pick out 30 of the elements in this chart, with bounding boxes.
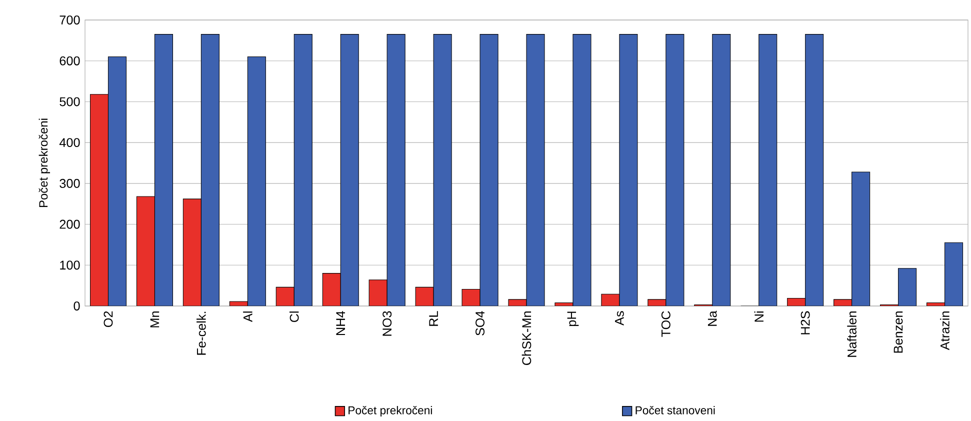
y-tick-label: 400 bbox=[59, 138, 80, 148]
x-tick-label: Mn bbox=[150, 312, 160, 328]
x-tick-label: As bbox=[615, 311, 624, 326]
x-tick-label: Al bbox=[243, 312, 252, 322]
x-tick-label: Fe-celk. bbox=[196, 312, 206, 355]
x-tick-label: Na bbox=[708, 310, 717, 326]
x-tick-label: Benzen bbox=[894, 312, 903, 353]
x-tick-label: SO4 bbox=[476, 311, 485, 336]
y-tick-label: 0 bbox=[74, 302, 80, 310]
x-tick-label: NO3 bbox=[382, 311, 392, 336]
x-tick-label: RL bbox=[429, 311, 438, 326]
legend-label: Počet prekročeni bbox=[348, 406, 432, 417]
x-tick-label: Atrazin bbox=[940, 312, 950, 350]
legend-label: Počet stanoveni bbox=[636, 406, 715, 414]
y-tick-label: 300 bbox=[60, 178, 80, 188]
y-tick-label: 600 bbox=[60, 56, 80, 66]
x-tick-label: TOC bbox=[661, 311, 670, 337]
x-tick-label: O2 bbox=[104, 311, 113, 327]
x-tick-label: Ni bbox=[754, 312, 764, 322]
y-axis-title: Počet prekročeni bbox=[38, 118, 50, 208]
x-tick-label: pH bbox=[567, 312, 579, 326]
y-tick-label: 700 bbox=[60, 16, 80, 24]
x-tick-label: ChSK-Mn bbox=[522, 312, 532, 365]
y-tick-label: 100 bbox=[60, 260, 80, 270]
y-tick-label: 500 bbox=[60, 97, 80, 106]
x-tick-label: NH4 bbox=[336, 311, 345, 335]
x-tick-label: H2S bbox=[800, 311, 810, 334]
x-tick-label: Naftalen bbox=[847, 312, 856, 357]
y-tick-label: 200 bbox=[60, 220, 80, 229]
x-tick-label: Cl bbox=[289, 312, 299, 322]
